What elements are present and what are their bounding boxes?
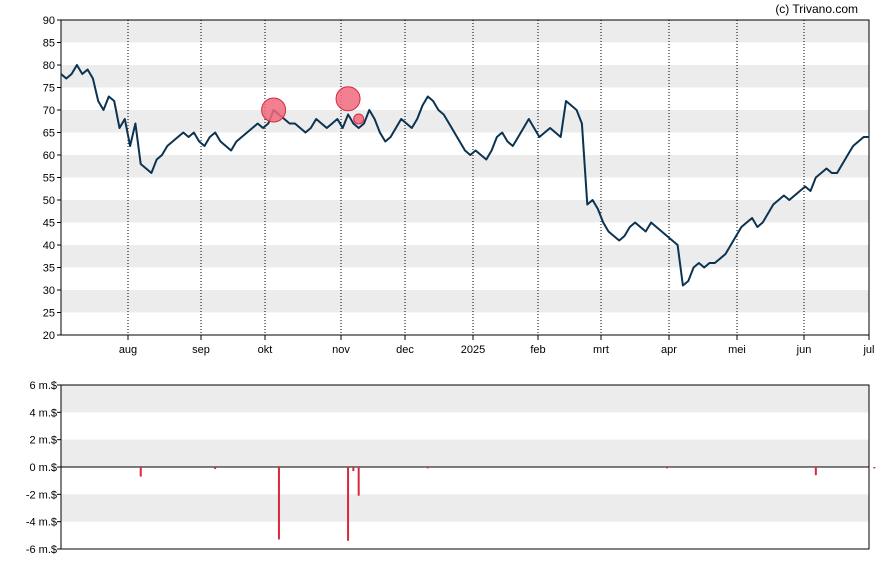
flow-y-tick-label: 4 m.$ [29, 407, 57, 419]
flow-grid-band [61, 494, 869, 522]
flow-y-tick-labels: 6 m.$ 4 m.$ 2 m.$ 0 m.$ -2 m.$ -4 m.$ -6 m.$ [26, 380, 61, 556]
price-y-tick-label: 35 [43, 263, 55, 275]
price-grid-band [61, 65, 869, 88]
flow-bar [666, 467, 668, 469]
price-y-tick-label: 20 [43, 330, 55, 342]
price-x-tick-label: okt [258, 344, 273, 356]
flow-y-tick-label: -6 m.$ [26, 544, 57, 556]
price-x-tick-label: apr [661, 344, 677, 356]
price-grid-band [61, 200, 869, 223]
price-y-tick-label: 85 [43, 38, 55, 50]
price-x-tick-label: nov [332, 344, 350, 356]
price-y-tick-label: 50 [43, 195, 55, 207]
price-y-tick-label: 65 [43, 128, 55, 140]
price-grid-band [61, 155, 869, 178]
price-grid-band [61, 290, 869, 313]
price-line-series [60, 64, 869, 287]
flow-y-tick-label: 6 m.$ [29, 380, 57, 392]
price-y-tick-label: 30 [43, 285, 55, 297]
price-y-tick-label: 40 [43, 240, 55, 252]
flow-bar [277, 467, 280, 540]
price-x-tick-label: sep [192, 344, 210, 356]
price-y-tick-labels: 20 25 30 35 40 45 50 55 60 65 70 75 80 85 90 [43, 15, 61, 342]
price-x-tick-label: dec [396, 344, 414, 356]
flow-y-tick-label: -4 m.$ [26, 517, 57, 529]
flow-bar [357, 467, 360, 496]
price-grid-bands [61, 20, 869, 313]
price-y-tick-label: 75 [43, 83, 55, 95]
flow-y-tick-label: -2 m.$ [26, 489, 57, 501]
price-y-tick-label: 25 [43, 308, 55, 320]
flow-bar [426, 467, 429, 469]
price-x-tick-label: jun [796, 344, 812, 356]
flow-grid-band [61, 439, 869, 467]
price-y-tick-label: 90 [43, 15, 55, 27]
price-x-tick-label: aug [119, 344, 137, 356]
price-x-tick-label: feb [530, 344, 545, 356]
insider-marker [261, 97, 287, 123]
flow-panel: 6 m.$ 4 m.$ 2 m.$ 0 m.$ -2 m.$ -4 m.$ -6 m.$ [26, 380, 876, 556]
insider-marker [335, 86, 361, 112]
flow-y-tick-label: 2 m.$ [29, 435, 57, 447]
price-x-tick-label: mrt [593, 344, 609, 356]
flow-grid-bands [61, 385, 869, 522]
price-y-tick-label: 80 [43, 60, 55, 72]
flow-bar [873, 467, 876, 469]
flow-bars [139, 467, 876, 541]
price-grid-band [61, 20, 869, 43]
price-y-tick-label: 60 [43, 150, 55, 162]
price-x-tick-label: 2025 [461, 344, 485, 356]
flow-bar [139, 467, 142, 477]
price-y-tick-label: 70 [43, 105, 55, 117]
price-grid-band [61, 245, 869, 268]
price-x-tick-label: mei [728, 344, 746, 356]
price-y-tick-label: 45 [43, 218, 55, 230]
flow-bar [814, 467, 817, 476]
flow-bar [347, 467, 350, 541]
flow-y-tick-label: 0 m.$ [29, 462, 57, 474]
price-grid-band [61, 110, 869, 133]
insider-marker [353, 113, 365, 125]
price-markers [261, 86, 365, 125]
flow-grid-band [61, 385, 869, 413]
flow-bar [352, 467, 355, 472]
price-x-tick-label: jul [862, 344, 874, 356]
price-x-tick-labels: aug sep okt nov dec 2025 feb mrt apr mei jun jul [119, 335, 875, 356]
flow-bar [214, 467, 217, 470]
price-y-tick-label: 55 [43, 173, 55, 185]
credit-label: (c) Trivano.com [775, 2, 858, 16]
